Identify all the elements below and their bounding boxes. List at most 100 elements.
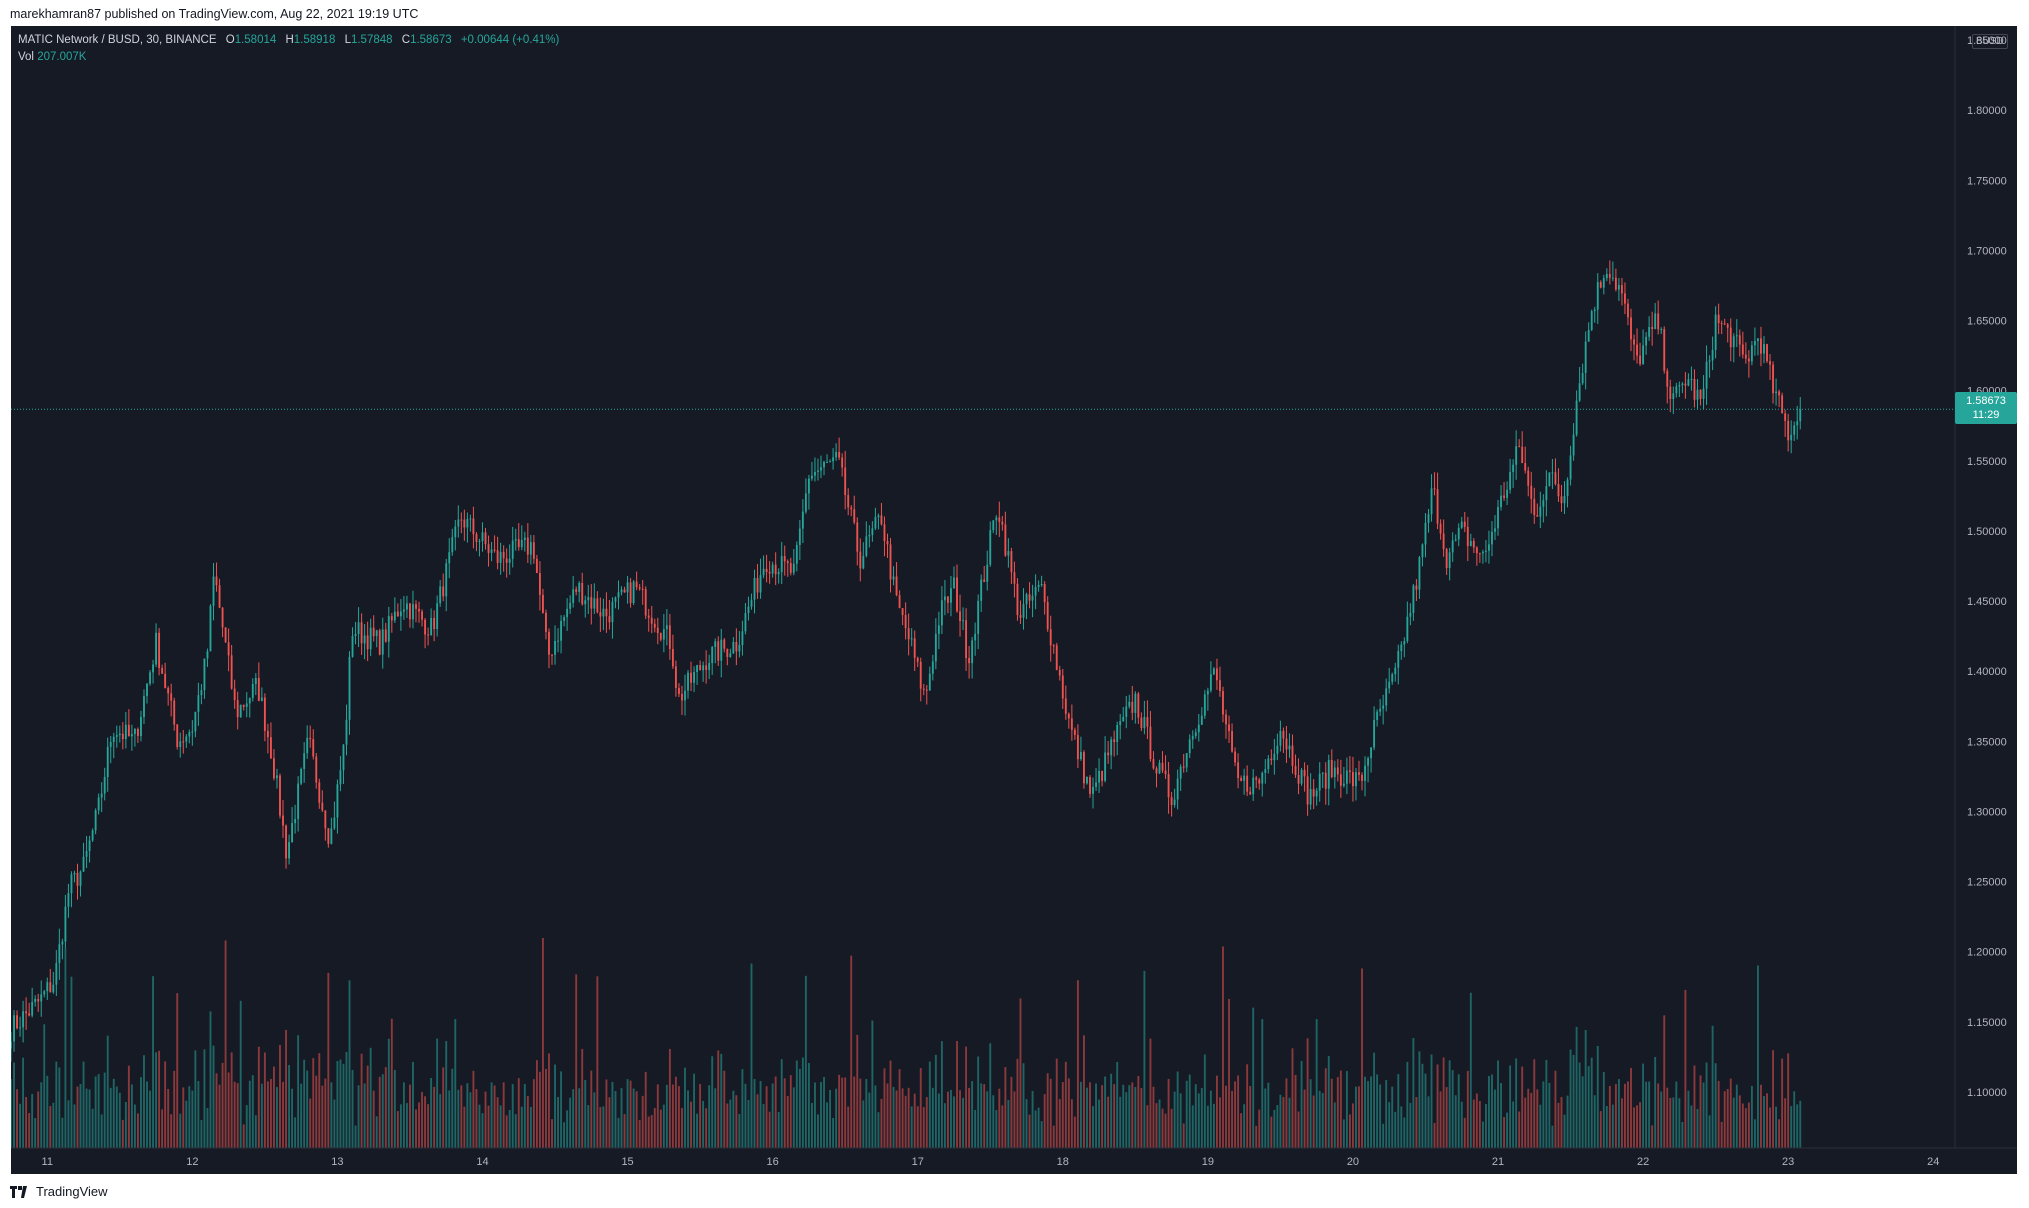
candle: [303, 742, 306, 783]
candle: [1738, 329, 1741, 357]
candle: [1173, 788, 1176, 808]
volume-bar: [895, 1090, 898, 1148]
candle: [424, 617, 427, 649]
volume-bar: [454, 1019, 457, 1148]
footer-brand[interactable]: TradingView: [10, 1184, 108, 1199]
tradingview-logo-icon: [10, 1185, 27, 1198]
candle: [357, 607, 360, 648]
candle: [1726, 322, 1729, 343]
volume-bar: [1089, 1082, 1091, 1148]
candle: [52, 972, 55, 994]
candle: [378, 628, 381, 656]
volume-bar: [1494, 1089, 1496, 1148]
price-tick-6: 1.55000: [1967, 456, 2007, 468]
candle: [1370, 747, 1373, 773]
volume-bar: [768, 1111, 771, 1148]
volume-bar: [133, 1104, 136, 1148]
candle: [179, 732, 182, 758]
volume-bar: [720, 1053, 723, 1148]
candle: [653, 618, 656, 633]
candle: [542, 588, 544, 614]
volume-bar: [807, 1062, 810, 1148]
candle: [215, 562, 218, 592]
volume-bar: [847, 1106, 850, 1148]
candle: [1451, 532, 1454, 562]
volume-bar: [22, 1057, 25, 1148]
volume-bar: [1092, 1106, 1094, 1148]
volume-bar: [269, 1078, 272, 1148]
candle: [1176, 769, 1179, 810]
time-tick-7: 18: [1057, 1156, 1069, 1168]
currency-badge[interactable]: BUSD: [1972, 34, 2008, 49]
candle: [463, 509, 466, 541]
volume-bar: [771, 1083, 774, 1148]
volume-bar: [436, 1038, 439, 1148]
volume-bar: [393, 1069, 396, 1148]
candle: [1778, 389, 1781, 408]
high-value: 1.58918: [293, 34, 336, 46]
volume-bar: [1666, 1087, 1669, 1148]
candle: [34, 995, 37, 1007]
candle: [260, 687, 263, 702]
volume-bar: [747, 1100, 750, 1148]
candle: [853, 495, 856, 525]
volume-bar: [517, 1078, 520, 1148]
low-value: 1.57848: [350, 34, 393, 46]
volume-bar: [179, 1113, 182, 1148]
volume-bar: [1152, 1086, 1155, 1148]
candle: [273, 749, 275, 781]
volume-bar: [759, 1081, 762, 1148]
candle: [925, 685, 928, 705]
candle: [191, 720, 194, 746]
last-price-label: 1.58673 11:29: [1955, 392, 2017, 424]
candle: [1228, 715, 1230, 744]
price-tick-10: 1.35000: [1967, 736, 2007, 748]
volume-bar: [1324, 1068, 1327, 1148]
volume-bar: [1436, 1064, 1439, 1148]
volume-bar: [206, 1107, 209, 1148]
candle: [1705, 345, 1708, 405]
volume-bar: [989, 1043, 992, 1148]
candle: [907, 613, 910, 656]
candle: [1191, 730, 1194, 749]
volume-bar: [1376, 1074, 1379, 1148]
candlestick-chart[interactable]: 1.850001.800001.750001.700001.650001.600…: [11, 26, 2017, 1174]
candle: [943, 579, 946, 616]
volume-bar: [856, 1034, 859, 1148]
volume-bar: [1040, 1121, 1043, 1148]
volume-bar: [1394, 1111, 1397, 1148]
volume-bar: [297, 1035, 300, 1148]
candle: [1654, 302, 1657, 330]
volume-bar: [626, 1079, 629, 1148]
volume-bar: [514, 1114, 517, 1148]
candle: [1113, 730, 1116, 757]
candle: [844, 450, 847, 510]
volume-bar: [421, 1092, 423, 1148]
candle: [1639, 342, 1642, 367]
candle: [1309, 773, 1312, 810]
time-tick-2: 13: [331, 1156, 343, 1168]
candle: [46, 977, 49, 1000]
candle: [681, 685, 683, 715]
volume-bar: [88, 1089, 91, 1148]
volume-bar: [127, 1065, 130, 1148]
volume-bar: [1533, 1059, 1536, 1148]
candle: [671, 634, 674, 669]
candle: [928, 666, 931, 692]
candle: [1285, 726, 1288, 763]
volume-bar: [466, 1083, 469, 1148]
volume-bar: [37, 1091, 40, 1148]
volume-bar: [260, 1083, 263, 1148]
footer-brand-label: TradingView: [36, 1184, 108, 1199]
candle: [399, 599, 402, 631]
volume-bar: [52, 1102, 55, 1148]
volume-bar: [1318, 1090, 1321, 1148]
volume-bar: [545, 1068, 547, 1148]
volume-bar: [871, 1020, 874, 1148]
volume-bar: [212, 1045, 215, 1148]
candle: [1073, 727, 1076, 740]
candle: [1651, 311, 1654, 346]
candle: [838, 437, 841, 461]
chart-panel[interactable]: 1.850001.800001.750001.700001.650001.600…: [11, 26, 2017, 1174]
candle: [1394, 662, 1397, 682]
